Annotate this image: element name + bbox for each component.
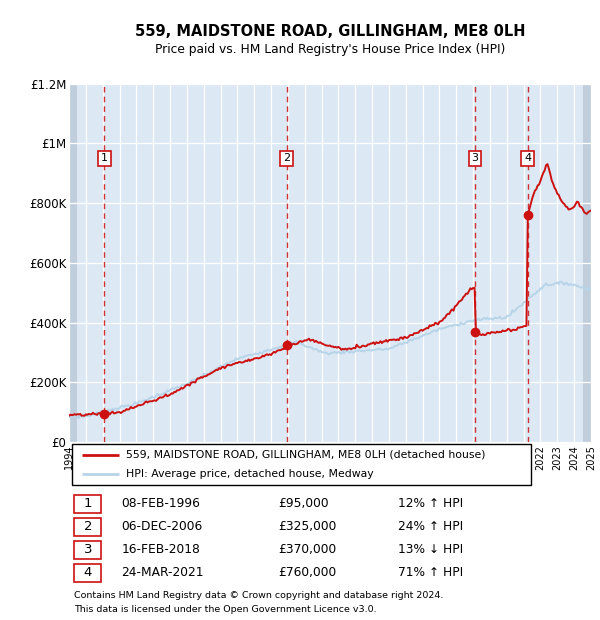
Text: 12% ↑ HPI: 12% ↑ HPI	[398, 497, 463, 510]
Text: 06-DEC-2006: 06-DEC-2006	[121, 520, 202, 533]
Text: 559, MAIDSTONE ROAD, GILLINGHAM, ME8 0LH: 559, MAIDSTONE ROAD, GILLINGHAM, ME8 0LH	[135, 24, 525, 38]
Text: 3: 3	[83, 544, 92, 556]
Text: 71% ↑ HPI: 71% ↑ HPI	[398, 567, 463, 580]
Text: 1: 1	[83, 497, 92, 510]
Text: £95,000: £95,000	[278, 497, 328, 510]
Bar	[74, 564, 101, 582]
Bar	[74, 495, 101, 513]
Bar	[74, 541, 101, 559]
Text: 16-FEB-2018: 16-FEB-2018	[121, 544, 200, 556]
Text: Contains HM Land Registry data © Crown copyright and database right 2024.: Contains HM Land Registry data © Crown c…	[74, 590, 443, 600]
Text: 08-FEB-1996: 08-FEB-1996	[121, 497, 200, 510]
Bar	[71, 445, 531, 485]
Text: 13% ↓ HPI: 13% ↓ HPI	[398, 544, 463, 556]
Text: Price paid vs. HM Land Registry's House Price Index (HPI): Price paid vs. HM Land Registry's House …	[155, 43, 505, 56]
Text: HPI: Average price, detached house, Medway: HPI: Average price, detached house, Medw…	[127, 469, 374, 479]
Text: This data is licensed under the Open Government Licence v3.0.: This data is licensed under the Open Gov…	[74, 604, 377, 614]
Text: 2: 2	[83, 520, 92, 533]
Bar	[74, 518, 101, 536]
Text: £325,000: £325,000	[278, 520, 336, 533]
Text: 3: 3	[472, 153, 479, 163]
Text: 1: 1	[101, 153, 108, 163]
Bar	[583, 84, 591, 442]
Text: 24-MAR-2021: 24-MAR-2021	[121, 567, 204, 580]
Text: 24% ↑ HPI: 24% ↑ HPI	[398, 520, 463, 533]
Text: 559, MAIDSTONE ROAD, GILLINGHAM, ME8 0LH (detached house): 559, MAIDSTONE ROAD, GILLINGHAM, ME8 0LH…	[127, 450, 486, 459]
Text: £370,000: £370,000	[278, 544, 336, 556]
Text: 4: 4	[524, 153, 531, 163]
Text: 2: 2	[283, 153, 290, 163]
Text: £760,000: £760,000	[278, 567, 336, 580]
Bar	[69, 84, 77, 442]
Text: 4: 4	[83, 567, 92, 580]
